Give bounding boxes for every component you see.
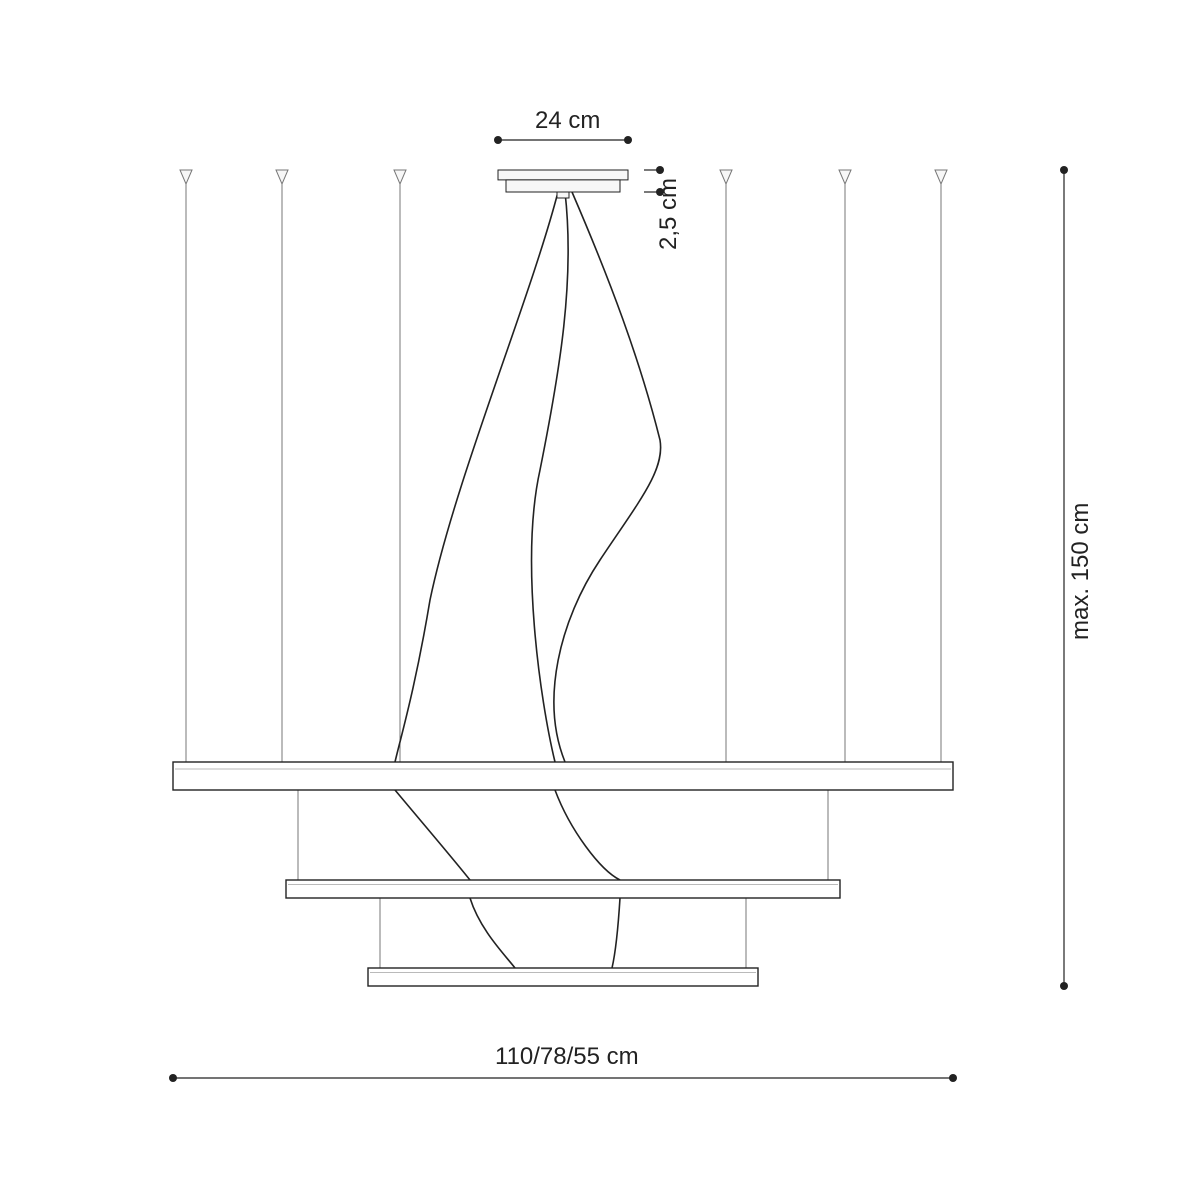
ring-connectors xyxy=(298,790,828,968)
dim-overall-width: 110/78/55 cm xyxy=(495,1043,639,1070)
dim-canopy-width: 24 cm xyxy=(535,107,600,134)
rings xyxy=(173,762,953,986)
dim-canopy-height: 2,5 cm xyxy=(655,178,682,250)
power-cords xyxy=(395,192,661,968)
ceiling-canopy xyxy=(498,170,628,198)
pendant-lamp-dimension-diagram: 24 cm 2,5 cm max. 150 cm 110/78/55 cm xyxy=(0,0,1200,1200)
dim-overall-height: max. 150 cm xyxy=(1067,503,1094,640)
support-wires xyxy=(180,170,947,762)
